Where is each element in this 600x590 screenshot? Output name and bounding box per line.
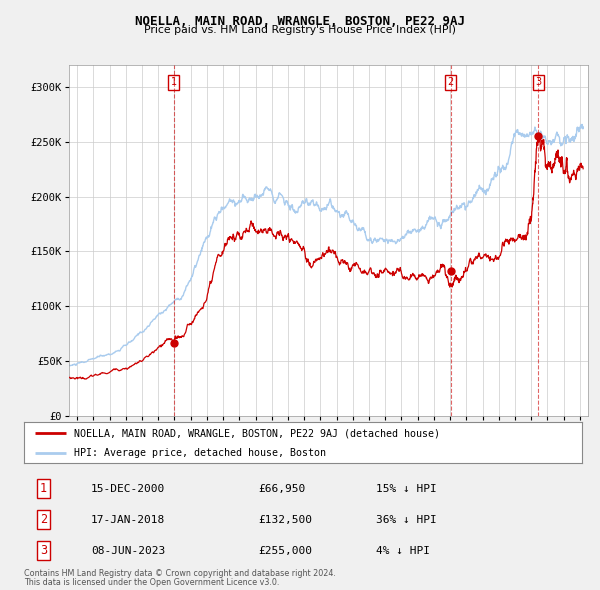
Text: 3: 3 [535, 77, 541, 87]
Text: NOELLA, MAIN ROAD, WRANGLE, BOSTON, PE22 9AJ: NOELLA, MAIN ROAD, WRANGLE, BOSTON, PE22… [135, 15, 465, 28]
Text: 3: 3 [40, 545, 47, 558]
Text: 36% ↓ HPI: 36% ↓ HPI [376, 514, 436, 525]
Text: £66,950: £66,950 [259, 484, 305, 493]
Text: 2: 2 [40, 513, 47, 526]
Text: NOELLA, MAIN ROAD, WRANGLE, BOSTON, PE22 9AJ (detached house): NOELLA, MAIN ROAD, WRANGLE, BOSTON, PE22… [74, 428, 440, 438]
Text: 2: 2 [448, 77, 454, 87]
Text: This data is licensed under the Open Government Licence v3.0.: This data is licensed under the Open Gov… [24, 578, 280, 587]
Text: 15-DEC-2000: 15-DEC-2000 [91, 484, 165, 493]
Text: 15% ↓ HPI: 15% ↓ HPI [376, 484, 436, 493]
Text: 08-JUN-2023: 08-JUN-2023 [91, 546, 165, 556]
Text: HPI: Average price, detached house, Boston: HPI: Average price, detached house, Bost… [74, 448, 326, 458]
Text: £255,000: £255,000 [259, 546, 313, 556]
Text: 1: 1 [40, 482, 47, 495]
Text: £132,500: £132,500 [259, 514, 313, 525]
Text: 4% ↓ HPI: 4% ↓ HPI [376, 546, 430, 556]
Text: 17-JAN-2018: 17-JAN-2018 [91, 514, 165, 525]
Text: 1: 1 [171, 77, 177, 87]
Text: Price paid vs. HM Land Registry's House Price Index (HPI): Price paid vs. HM Land Registry's House … [144, 25, 456, 35]
Text: Contains HM Land Registry data © Crown copyright and database right 2024.: Contains HM Land Registry data © Crown c… [24, 569, 336, 578]
